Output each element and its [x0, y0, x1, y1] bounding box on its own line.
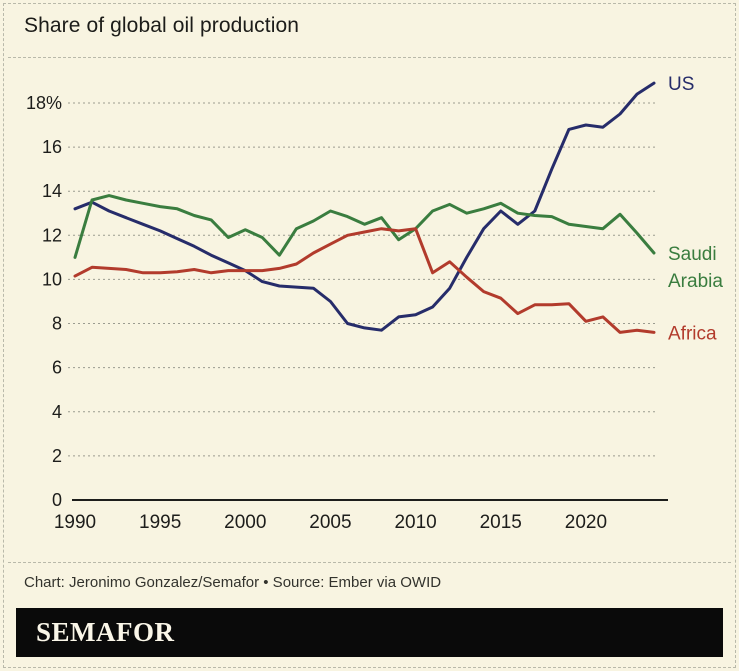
credit-line: Chart: Jeronimo Gonzalez/Semafor • Sourc… [24, 574, 442, 591]
x-tick-label-1990: 1990 [54, 512, 96, 533]
x-tick-label-2000: 2000 [224, 512, 266, 533]
y-tick-label-14: 14 [42, 181, 62, 201]
africa-label: Africa [668, 323, 717, 344]
x-tick-label-2010: 2010 [394, 512, 436, 533]
us-label: US [668, 74, 694, 95]
title-divider [8, 57, 731, 58]
y-tick-label-10: 10 [42, 269, 62, 289]
y-tick-label-0: 0 [52, 490, 62, 510]
chart-title: Share of global oil production [24, 14, 300, 37]
oil-production-line-chart: 0 2 4 6 8 10 12 14 16 18% 1990 1995 2000 2005 2010 2015… [26, 74, 723, 533]
saudi-arabia-label-1: Saudi [668, 244, 717, 265]
y-tick-label-18: 18% [26, 93, 62, 113]
saudi-arabia-line [73, 194, 656, 259]
saudi-arabia-label-2: Arabia [668, 271, 723, 292]
y-tick-label-6: 6 [52, 358, 62, 378]
y-tick-label-12: 12 [42, 225, 62, 245]
y-tick-label-8: 8 [52, 314, 62, 334]
africa-line [73, 227, 656, 334]
y-tick-label-4: 4 [52, 402, 62, 422]
semafor-logo-bar: SEMAFOR [16, 608, 723, 657]
us-line [73, 81, 656, 332]
x-tick-label-2015: 2015 [480, 512, 522, 533]
y-tick-label-16: 16 [42, 137, 62, 157]
x-tick-label-1995: 1995 [139, 512, 181, 533]
x-tick-label-2005: 2005 [309, 512, 351, 533]
footer-divider [8, 562, 731, 563]
semafor-logo-text: SEMAFOR [36, 617, 175, 647]
x-tick-label-2020: 2020 [565, 512, 607, 533]
y-tick-label-2: 2 [52, 446, 62, 466]
